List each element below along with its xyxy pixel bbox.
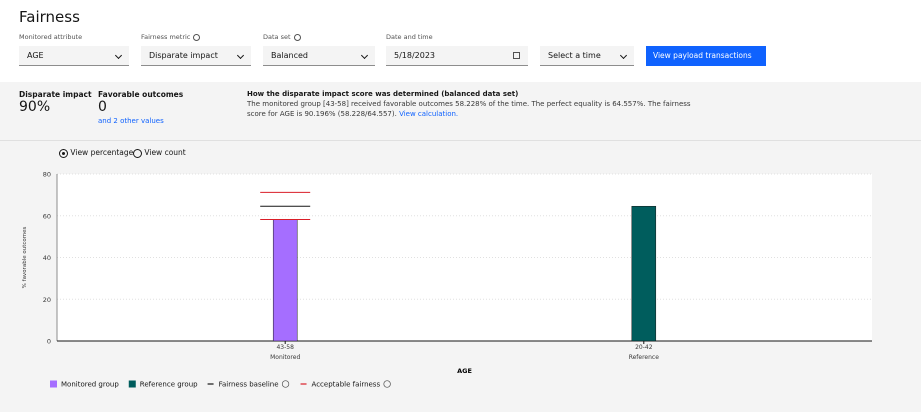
x-axis-label: AGE [457, 367, 472, 375]
label-text: Fairness metric [141, 33, 191, 41]
legend-item: Reference group [128, 380, 198, 389]
control-label: Monitored attribute [19, 33, 83, 41]
radio-label: View count [144, 148, 186, 157]
date-picker[interactable]: 5/18/2023 [386, 46, 528, 66]
explanation-text: The monitored group [43-58] received fav… [247, 100, 691, 118]
y-tick-label: 40 [43, 254, 51, 262]
y-tick-label: 80 [43, 171, 51, 179]
dropdown[interactable]: Disparate impact [141, 46, 251, 66]
plot-area [57, 174, 872, 341]
explanation: The monitored group [43-58] received fav… [247, 99, 692, 119]
radio-option[interactable]: View count [133, 148, 186, 158]
calendar-icon [513, 52, 520, 59]
metric-value: 90% [19, 99, 51, 115]
radio-unchecked [133, 148, 142, 158]
y-tick-label: 0 [47, 338, 51, 346]
legend-item: Fairness baseline [207, 380, 290, 389]
outcomes-label: Favorable outcomes [98, 90, 184, 99]
x-tick-label: 20-42 [635, 344, 653, 351]
dropdown-value: Disparate impact [149, 51, 218, 60]
dropdown-value: Select a time [548, 51, 601, 60]
y-axis-label: % favorable outcomes [22, 227, 28, 289]
legend-swatch [128, 380, 136, 388]
bar [272, 219, 298, 342]
dropdown[interactable]: AGE [19, 46, 129, 66]
dropdown[interactable]: Balanced [263, 46, 375, 66]
explanation-title: How the disparate impact score was deter… [247, 90, 519, 98]
legend-swatch [50, 380, 57, 388]
x-group-label: Monitored [270, 354, 300, 361]
metric-label: Disparate impact [19, 90, 92, 99]
legend-label: Reference group [140, 381, 198, 389]
info-icon[interactable] [383, 380, 391, 388]
x-tick-label: 43-58 [276, 344, 294, 351]
outcomes-link[interactable]: and 2 other values [98, 117, 164, 125]
payload-button[interactable]: View payload transactions [646, 46, 766, 66]
info-icon[interactable] [193, 33, 201, 41]
control-label: Data set [263, 33, 301, 41]
dropdown-value: AGE [27, 51, 44, 60]
bar [631, 205, 657, 342]
control-label: Date and time [386, 33, 433, 41]
outcomes-value: 0 [98, 99, 107, 115]
date-value: 5/18/2023 [394, 51, 436, 60]
legend-label: Acceptable fairness [312, 381, 381, 389]
dropdown-value: Balanced [271, 51, 308, 60]
dropdown[interactable]: Select a time [540, 46, 634, 66]
legend-label: Monitored group [61, 381, 119, 389]
label-text: Data set [263, 33, 291, 41]
legend-item: Monitored group [50, 380, 119, 389]
calculation-link[interactable]: View calculation. [399, 110, 459, 118]
radio-label: View percentage [70, 148, 134, 157]
info-icon[interactable] [293, 33, 301, 41]
legend-item: Acceptable fairness [300, 380, 391, 389]
page-title: Fairness [19, 8, 80, 26]
y-tick-label: 20 [43, 296, 51, 304]
legend-label: Fairness baseline [219, 381, 279, 389]
control-label: Fairness metric [141, 33, 201, 41]
info-icon[interactable] [281, 380, 290, 388]
y-tick-label: 60 [43, 212, 51, 220]
radio-checked [59, 148, 68, 158]
divider [0, 140, 921, 141]
radio-option[interactable]: View percentage [59, 148, 133, 158]
x-group-label: Reference [629, 354, 660, 361]
